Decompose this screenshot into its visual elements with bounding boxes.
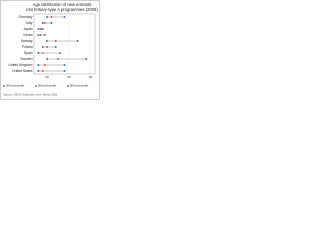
- x-tick-label: 25: [67, 75, 71, 79]
- percentile-dot: [76, 40, 79, 42]
- percentile-dot: [59, 52, 62, 54]
- y-tick-label: Poland: [22, 45, 33, 49]
- legend-swatch: [67, 85, 69, 87]
- percentile-dot: [54, 46, 57, 48]
- percentile-dot: [50, 22, 53, 24]
- chart: Age distribution of new entrants into te…: [0, 0, 100, 100]
- x-tick-label: 30: [89, 75, 93, 79]
- x-tick-label: 20: [45, 75, 49, 79]
- percentile-dot: [63, 64, 66, 66]
- percentile-dot: [43, 22, 46, 24]
- percentile-dot: [37, 64, 40, 66]
- y-tick-label: Spain: [24, 51, 33, 55]
- y-tick-label: United Kingdom: [8, 63, 32, 67]
- percentile-dot: [85, 58, 88, 60]
- percentile-dot: [57, 58, 59, 60]
- percentile-dot: [39, 28, 42, 30]
- percentile-dot: [39, 34, 42, 36]
- percentile-dot: [46, 16, 48, 18]
- percentile-dot: [37, 70, 40, 72]
- percentile-dot: [46, 46, 48, 48]
- percentile-dot: [63, 16, 66, 18]
- percentile-dot: [54, 40, 57, 42]
- percentile-dot: [46, 58, 48, 60]
- y-tick-label: Norway: [21, 39, 33, 43]
- y-tick-label: Sweden: [20, 57, 32, 61]
- legend-swatch: [3, 85, 5, 87]
- legend-swatch: [35, 85, 37, 87]
- y-tick-label: Japan: [23, 27, 32, 31]
- y-tick-label: United States: [12, 69, 33, 73]
- percentile-dot: [63, 70, 66, 72]
- legend-label: 20th percentile: [6, 84, 25, 88]
- percentile-dot: [43, 34, 46, 36]
- percentile-dot: [41, 52, 44, 54]
- y-tick-label: Germany: [19, 15, 33, 19]
- y-tick-label: Korea: [23, 33, 32, 37]
- plot-area: [33, 13, 96, 75]
- percentile-dot: [41, 22, 44, 24]
- legend-label: 50th percentile: [38, 84, 57, 88]
- y-tick-label: Italy: [26, 21, 33, 25]
- percentile-dot: [37, 52, 40, 54]
- percentile-dot: [50, 16, 53, 18]
- percentile-dot: [41, 28, 44, 30]
- percentile-dot: [41, 46, 44, 48]
- percentile-dot: [43, 64, 46, 66]
- legend-label: 80th percentile: [70, 84, 89, 88]
- percentile-dot: [41, 70, 44, 72]
- percentile-dot: [37, 28, 40, 30]
- source-note: Source: OECD, Education at a Glance 2011: [3, 93, 58, 97]
- percentile-dot: [46, 40, 48, 42]
- chart-title: into tertiary-type A programmes (2009): [26, 7, 98, 12]
- percentile-dot: [37, 34, 40, 36]
- chart-title: Age distribution of new entrants: [33, 2, 92, 7]
